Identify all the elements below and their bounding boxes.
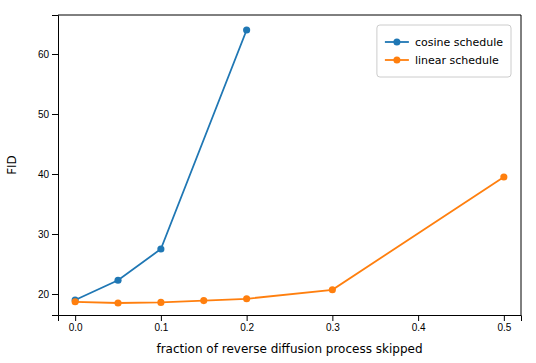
tick-mark: [504, 315, 505, 321]
tick: 0.0: [69, 315, 83, 333]
frame: [521, 15, 522, 315]
tick-mark: [247, 315, 248, 321]
legend-label: cosine schedule: [415, 36, 503, 49]
axis-line: [59, 316, 522, 322]
legend: cosine schedule linear schedule: [377, 25, 511, 77]
legend-marker: [393, 57, 400, 64]
series-line: [75, 30, 246, 300]
tick-label: 40: [38, 169, 50, 180]
tick-mark: [161, 315, 162, 321]
point: [114, 277, 121, 284]
y-axis: 20 30 40 50 60: [38, 16, 59, 316]
point: [200, 297, 207, 304]
tick: 0.3: [326, 315, 340, 333]
tick-label: 0.0: [69, 322, 83, 333]
point: [500, 173, 507, 180]
tick-mark: [52, 174, 58, 175]
y-axis-title: FID: [5, 155, 19, 175]
tick-mark: [52, 114, 58, 115]
frame: [58, 15, 521, 16]
tick-mark: [52, 234, 58, 235]
tick-label: 60: [38, 49, 50, 60]
axis-line: [52, 16, 59, 316]
x-axis-title: fraction of reverse diffusion process sk…: [156, 342, 422, 356]
tick-label: 20: [38, 289, 50, 300]
tick-label: 30: [38, 229, 50, 240]
tick-label: 0.4: [412, 322, 426, 333]
tick: 0.4: [412, 315, 426, 333]
tick-label: 0.2: [240, 322, 254, 333]
legend-box: [377, 25, 511, 77]
tick: 50: [38, 109, 58, 120]
point: [157, 299, 164, 306]
tick-mark: [52, 294, 58, 295]
point: [157, 245, 164, 252]
tick: 40: [38, 169, 58, 180]
tick-mark: [418, 315, 419, 321]
plot: 0.0 0.1 0.2 0.3 0.4 0.5 20 30 40 50 60 cosine sched…: [38, 15, 522, 333]
tick: 20: [38, 289, 58, 300]
legend-item: cosine schedule: [385, 36, 503, 49]
tick: 0.1: [154, 315, 168, 333]
tick-mark: [75, 315, 76, 321]
legend-marker: [393, 39, 400, 46]
tick: 0.5: [497, 315, 511, 333]
tick-mark: [52, 54, 58, 55]
tick-label: 0.5: [497, 322, 511, 333]
tick: 30: [38, 229, 58, 240]
chart: 0.0 0.1 0.2 0.3 0.4 0.5 20 30 40 50 60 cosine sched…: [0, 0, 536, 363]
tick-label: 0.1: [154, 322, 168, 333]
point: [72, 298, 79, 305]
series-line: [75, 177, 504, 303]
tick: 60: [38, 49, 58, 60]
tick-mark: [332, 315, 333, 321]
tick-label: 50: [38, 109, 50, 120]
tick: 0.2: [240, 315, 254, 333]
point: [243, 295, 250, 302]
point: [114, 299, 121, 306]
x-axis: 0.0 0.1 0.2 0.3 0.4 0.5: [59, 315, 522, 333]
point: [329, 286, 336, 293]
point: [243, 26, 250, 33]
tick-label: 0.3: [326, 322, 340, 333]
legend-item: linear schedule: [385, 54, 499, 67]
legend-label: linear schedule: [415, 54, 499, 67]
